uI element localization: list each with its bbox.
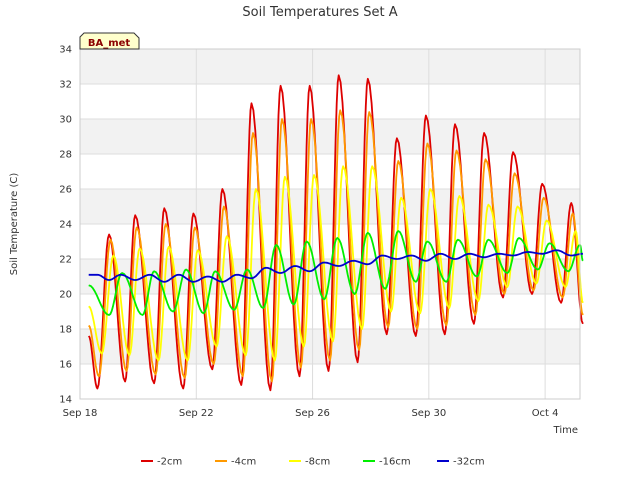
plot-band	[80, 119, 580, 154]
y-tick-labels: 14 16 18 20 22 24 26 28 30 32 34	[59, 45, 72, 406]
legend-label: -4cm	[231, 457, 256, 468]
plot-band	[80, 154, 580, 189]
legend-label: -16cm	[379, 457, 411, 468]
y-tick-label: 18	[59, 325, 72, 336]
legend-label: -2cm	[157, 457, 182, 468]
legend: -2cm -4cm -8cm -16cm -32cm	[141, 457, 485, 468]
y-tick-label: 32	[59, 80, 72, 91]
y-tick-label: 24	[59, 220, 72, 231]
plot-band	[80, 49, 580, 84]
x-tick-label: Sep 26	[295, 408, 330, 419]
y-tick-label: 22	[59, 255, 72, 266]
plot-band	[80, 84, 580, 119]
legend-item: -16cm	[363, 457, 411, 468]
plot-band	[80, 294, 580, 329]
site-badge-shape	[79, 32, 140, 50]
y-tick-label: 16	[59, 360, 72, 371]
y-tick-label: 26	[59, 185, 72, 196]
y-axis-label: Soil Temperature (C)	[9, 173, 20, 276]
legend-item: -8cm	[289, 457, 330, 468]
series-line-8cmcm	[88, 165, 584, 362]
plot-band	[80, 189, 580, 224]
y-tick-label: 20	[59, 290, 72, 301]
series-line-2cmcm	[87, 74, 584, 392]
legend-item: -4cm	[215, 457, 256, 468]
y-tick-label: 30	[59, 115, 72, 126]
y-tick-label: 34	[59, 45, 72, 56]
y-tick-label: 28	[59, 150, 72, 161]
x-tick-label: Sep 22	[179, 408, 214, 419]
plot-frame	[79, 48, 581, 400]
legend-label: -8cm	[305, 457, 330, 468]
chart-title: Soil Temperatures Set A	[242, 5, 397, 20]
legend-label: -32cm	[453, 457, 485, 468]
y-tick-label: 14	[59, 395, 72, 406]
x-tick-label: Sep 18	[63, 408, 98, 419]
x-tick-label: Oct 4	[532, 408, 559, 419]
site-badge-label: BA_met	[88, 38, 131, 49]
x-tick-labels: Sep 18 Sep 22 Sep 26 Sep 30 Oct 4	[63, 408, 559, 419]
x-axis-label: Time	[553, 425, 578, 436]
site-badge: BA_met	[79, 32, 140, 50]
plot-band	[80, 364, 580, 399]
legend-item: -32cm	[437, 457, 485, 468]
x-tick-label: Sep 30	[411, 408, 446, 419]
series-line-32cmcm	[88, 249, 583, 283]
legend-item: -2cm	[141, 457, 182, 468]
series-layer	[87, 74, 584, 392]
